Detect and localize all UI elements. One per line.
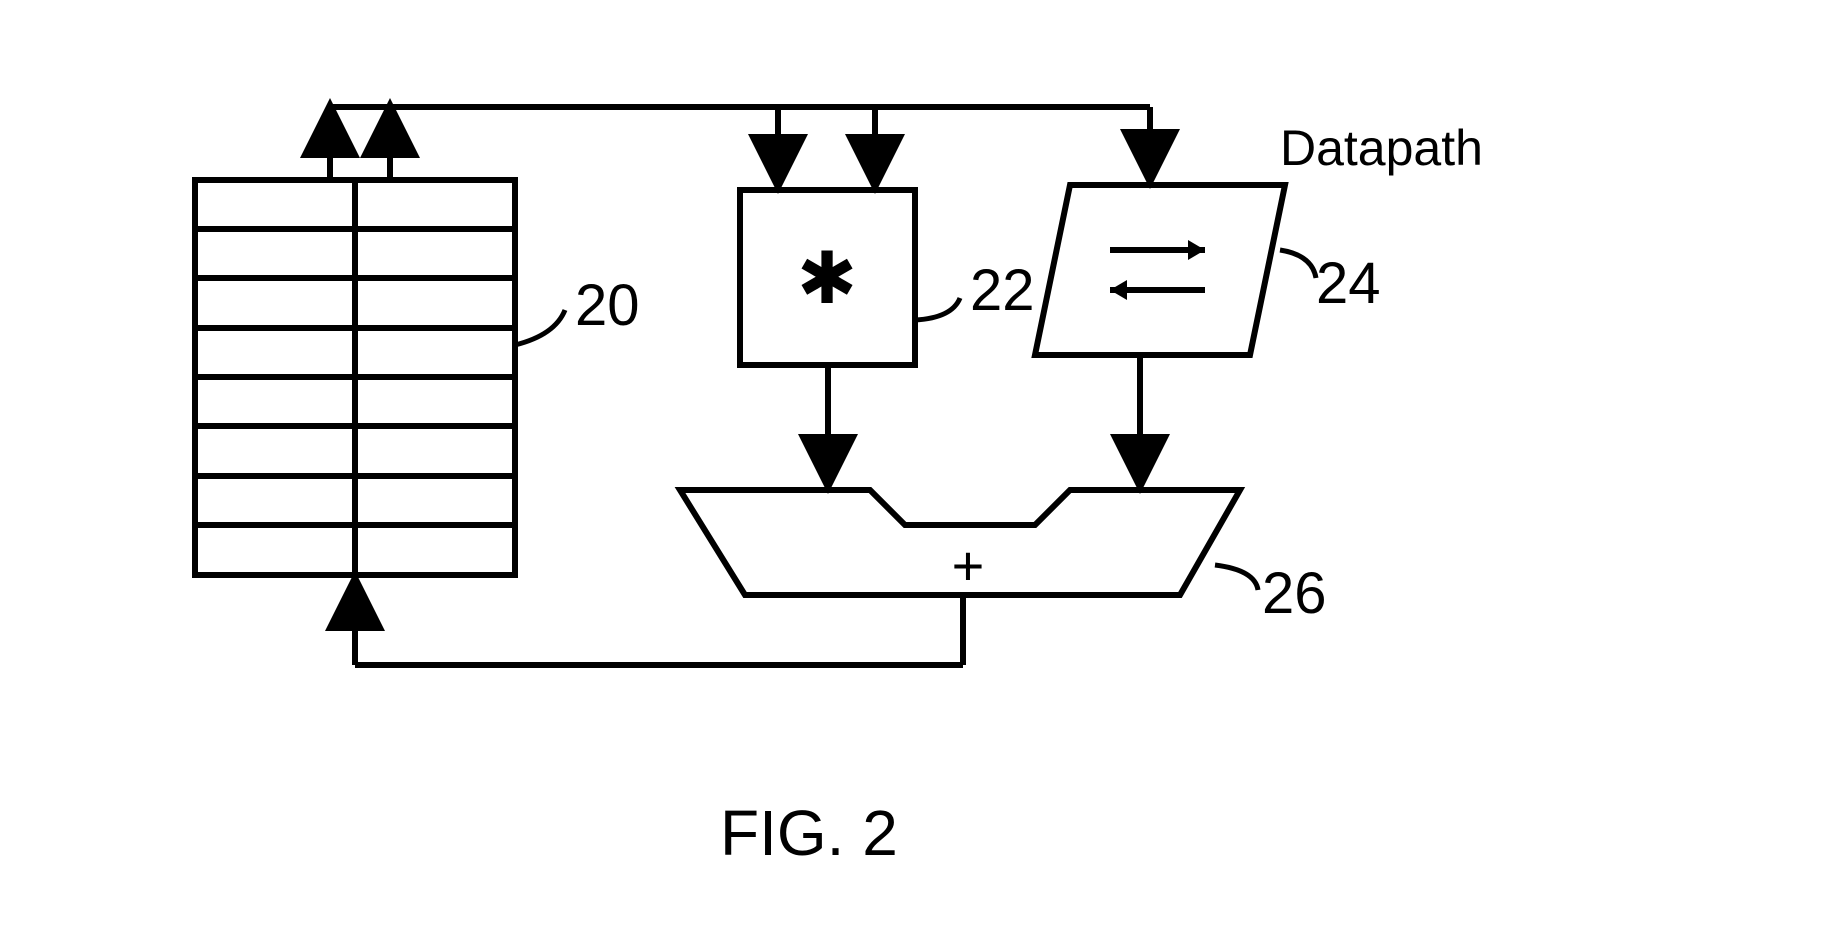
shift-block xyxy=(1035,185,1285,355)
multiply-block: ✱ xyxy=(740,190,915,365)
multiply-label: 22 xyxy=(970,258,1035,323)
top-bus-edge xyxy=(330,107,1150,182)
shift-label: 24 xyxy=(1316,251,1381,316)
adder-block: + xyxy=(680,490,1240,597)
multiply-symbol-icon: ✱ xyxy=(797,239,857,319)
register-file-block xyxy=(195,180,515,575)
register-file-label: 20 xyxy=(575,273,640,338)
adder-label: 26 xyxy=(1262,561,1327,626)
datapath-title: Datapath xyxy=(1280,120,1483,176)
shift-icon xyxy=(1110,240,1205,300)
figure-label: FIG. 2 xyxy=(720,797,898,869)
datapath-diagram: 20 ✱ 22 24 + 26 xyxy=(0,0,1833,938)
adder-symbol-icon: + xyxy=(952,534,985,597)
